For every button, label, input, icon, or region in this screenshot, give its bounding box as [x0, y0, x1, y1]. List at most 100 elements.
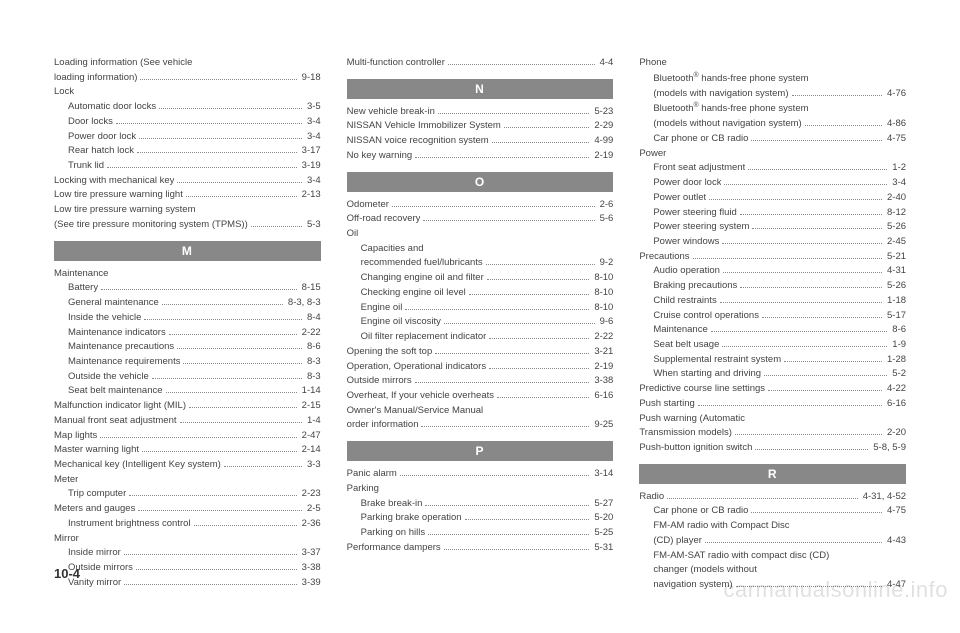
index-label: Overheat, If your vehicle overheats [347, 389, 494, 404]
section-header-m: M [54, 241, 321, 261]
index-page-ref: 5-20 [592, 511, 613, 526]
index-page-ref: 2-40 [885, 191, 906, 206]
index-row: Power steering system5-26 [639, 220, 906, 235]
index-row: Precautions5-21 [639, 250, 906, 265]
index-page-ref: 5-3 [305, 218, 321, 233]
leader-dots [444, 549, 590, 550]
index-label: Radio [639, 490, 664, 505]
index-page-ref: 5-8, 5-9 [871, 441, 906, 456]
index-row: NISSAN voice recognition system4-99 [347, 134, 614, 149]
index-row: Mirror [54, 532, 321, 547]
index-page-ref: 4-75 [885, 132, 906, 147]
index-label: Inside mirror [68, 546, 121, 561]
index-label: Power windows [653, 235, 719, 250]
leader-dots [152, 378, 302, 379]
leader-dots [251, 226, 302, 227]
index-label: Power outlet [653, 191, 706, 206]
index-row: Overheat, If your vehicle overheats 6-16 [347, 389, 614, 404]
leader-dots [177, 182, 302, 183]
index-row: Outside mirrors3-38 [347, 374, 614, 389]
index-row: Car phone or CB radio4-75 [639, 132, 906, 147]
index-row: Transmission models)2-20 [639, 426, 906, 441]
index-page-ref: 4-31, 4-52 [861, 490, 906, 505]
index-label: Outside the vehicle [68, 370, 149, 385]
index-row: (models with navigation system)4-76 [639, 87, 906, 102]
index-page-ref: 6-16 [885, 397, 906, 412]
column-2: Multi-function controller4-4NNew vehicle… [347, 56, 614, 593]
index-label: Low tire pressure warning light [54, 188, 183, 203]
leader-dots [504, 127, 589, 128]
index-row: (See tire pressure monitoring system (TP… [54, 218, 321, 233]
index-page-ref: 5-21 [885, 250, 906, 265]
index-label: No key warning [347, 149, 412, 164]
index-label: Low tire pressure warning system [54, 203, 196, 218]
index-label: Door locks [68, 115, 113, 130]
index-row: Parking brake operation 5-20 [347, 511, 614, 526]
index-row: Low tire pressure warning system [54, 203, 321, 218]
index-label: Mechanical key (Intelligent Key system) [54, 458, 221, 473]
index-label: (See tire pressure monitoring system (TP… [54, 218, 248, 233]
index-page-ref: 5-6 [598, 212, 614, 227]
leader-dots [444, 323, 595, 324]
leader-dots [784, 361, 882, 362]
leader-dots [224, 466, 302, 467]
index-page-ref: 4-76 [885, 87, 906, 102]
index-row: recommended fuel/lubricants9-2 [347, 256, 614, 271]
index-row: Parking on hills5-25 [347, 526, 614, 541]
watermark-text: carmanualsonline.info [723, 577, 948, 603]
leader-dots [487, 279, 590, 280]
leader-dots [768, 390, 882, 391]
index-label: Capacities and [361, 242, 424, 257]
section-header-p: P [347, 441, 614, 461]
index-page-ref: 5-31 [592, 541, 613, 556]
leader-dots [722, 243, 882, 244]
leader-dots [142, 451, 297, 452]
leader-dots [497, 397, 589, 398]
index-row: Capacities and [347, 242, 614, 257]
index-label: Predictive course line settings [639, 382, 765, 397]
index-label: Power door lock [68, 130, 136, 145]
leader-dots [124, 584, 297, 585]
index-row: Maintenance [54, 267, 321, 282]
leader-dots [720, 302, 882, 303]
index-label: Supplemental restraint system [653, 353, 781, 368]
index-row: Outside mirrors3-38 [54, 561, 321, 576]
index-label: recommended fuel/lubricants [361, 256, 483, 271]
leader-dots [724, 184, 887, 185]
index-page-ref: 4-75 [885, 504, 906, 519]
index-row: Vanity mirror3-39 [54, 576, 321, 591]
index-label: Locking with mechanical key [54, 174, 174, 189]
index-page-ref: 8-10 [592, 286, 613, 301]
leader-dots [492, 142, 590, 143]
index-page-ref: 3-38 [592, 374, 613, 389]
index-page-ref: 6-16 [592, 389, 613, 404]
leader-dots [428, 534, 589, 535]
index-page-ref: 2-22 [592, 330, 613, 345]
index-row: Push-button ignition switch5-8, 5-9 [639, 441, 906, 456]
index-row: Inside mirror3-37 [54, 546, 321, 561]
index-label: Bluetooth® hands-free phone system [653, 101, 808, 117]
index-page-ref: 8-6 [305, 340, 321, 355]
leader-dots [129, 495, 296, 496]
leader-dots [693, 258, 882, 259]
index-label: Off-road recovery [347, 212, 421, 227]
index-label: Parking on hills [361, 526, 425, 541]
index-row: Map lights2-47 [54, 429, 321, 444]
index-row: NISSAN Vehicle Immobilizer System2-29 [347, 119, 614, 134]
index-row: Door locks 3-4 [54, 115, 321, 130]
index-page-ref: 3-4 [890, 176, 906, 191]
leader-dots [415, 157, 589, 158]
leader-dots [705, 542, 882, 543]
index-label: Parking brake operation [361, 511, 462, 526]
index-row: FM-AM radio with Compact Disc [639, 519, 906, 534]
index-page-ref: 3-4 [305, 115, 321, 130]
index-page-ref: 9-6 [598, 315, 614, 330]
leader-dots [448, 64, 595, 65]
column-1: Loading information (See vehicleloading … [54, 56, 321, 593]
index-row: Lock [54, 85, 321, 100]
index-label: Push starting [639, 397, 694, 412]
index-row: Trip computer2-23 [54, 487, 321, 502]
index-label: Power [639, 147, 666, 162]
leader-dots [177, 348, 302, 349]
leader-dots [183, 363, 301, 364]
